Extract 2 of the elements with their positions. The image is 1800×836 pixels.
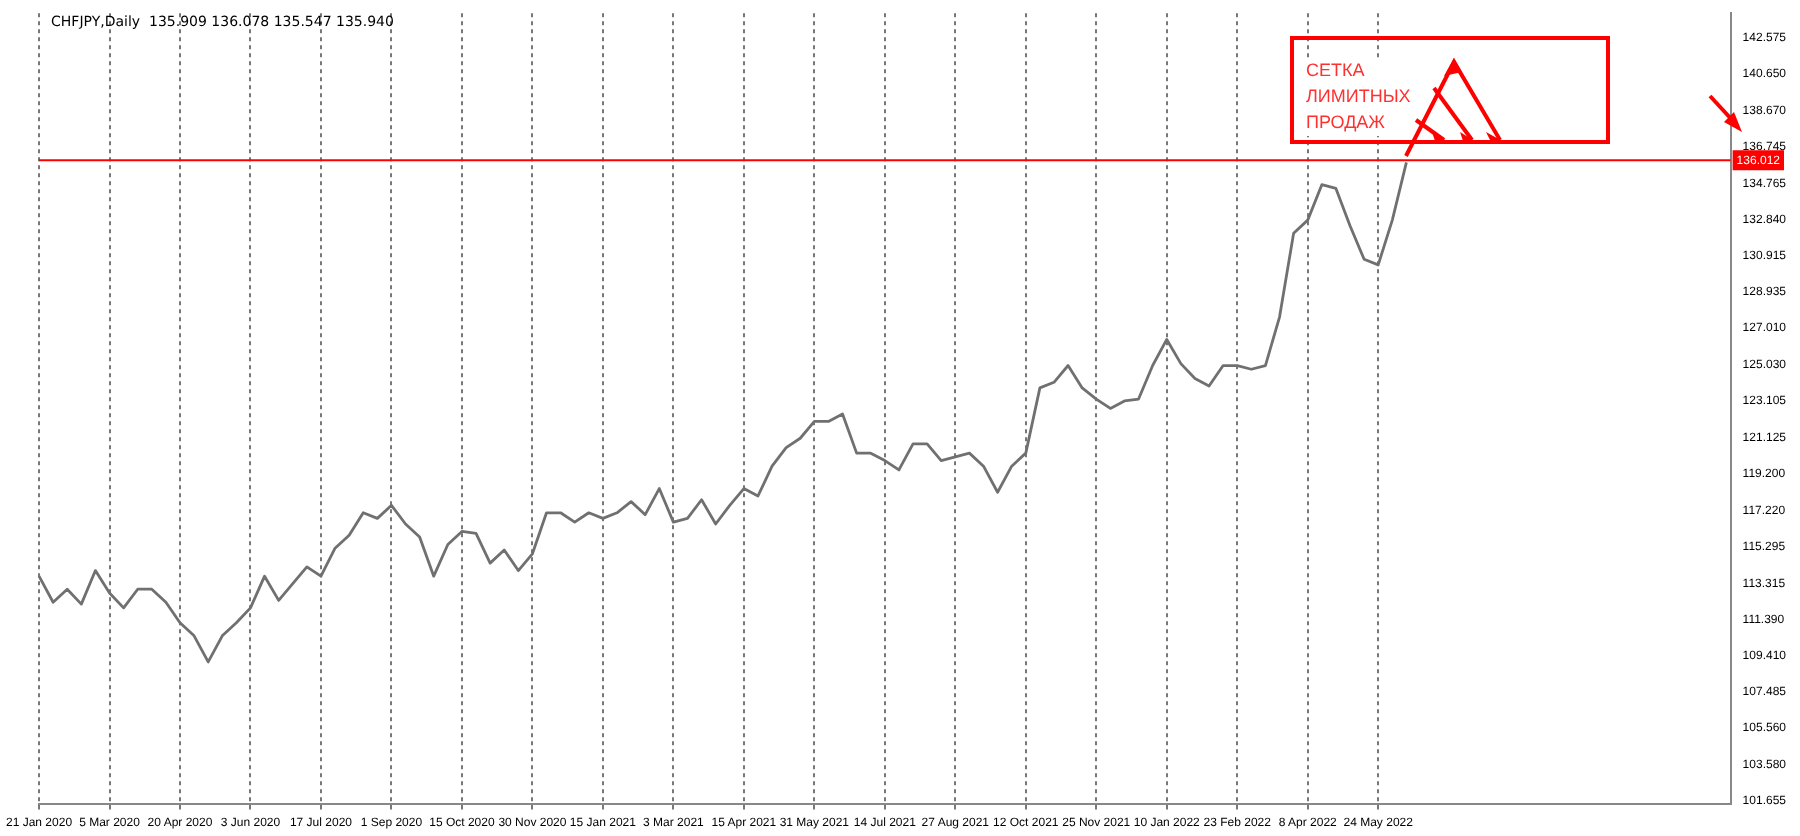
text-box: СЕТКА ЛИМИТНЫХ ПРОДАЖ (1290, 36, 1610, 144)
annotation: СЕТКА ЛИМИТНЫХ ПРОДАЖ (1306, 58, 1411, 136)
